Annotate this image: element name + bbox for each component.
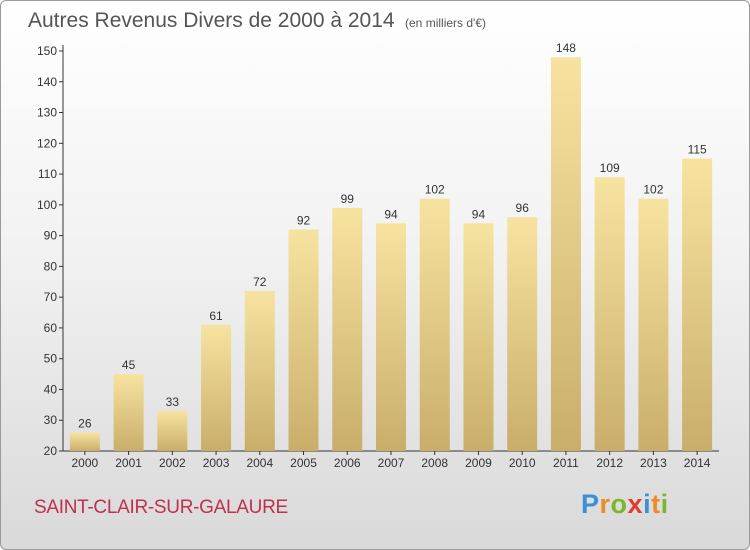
data-label: 148 — [556, 41, 576, 55]
data-label: 96 — [516, 201, 530, 215]
data-label: 109 — [600, 161, 620, 175]
data-label: 102 — [643, 183, 663, 197]
bar-2011 — [550, 57, 581, 452]
y-tick-label: 110 — [38, 167, 57, 181]
bar-2003 — [201, 324, 232, 451]
x-tick-label: 2005 — [290, 456, 317, 470]
data-label: 92 — [297, 213, 311, 227]
y-tick-label: 140 — [37, 75, 57, 89]
proxiti-logo[interactable]: Proxiti — [581, 489, 669, 520]
bar-2007 — [376, 223, 406, 451]
y-tick-label: 90 — [44, 229, 58, 243]
data-label: 33 — [166, 395, 180, 409]
bar-2012 — [594, 177, 625, 451]
logo-letter: i — [643, 489, 652, 519]
y-tick-label: 60 — [44, 321, 58, 335]
x-tick-label: 2000 — [72, 456, 99, 470]
x-tick-label: 2008 — [421, 456, 448, 470]
bar-2005 — [288, 229, 319, 451]
x-tick-label: 2001 — [115, 456, 142, 470]
bar-2002 — [157, 411, 188, 451]
title-row: Autres Revenus Divers de 2000 à 2014 (en… — [28, 9, 486, 33]
y-tick-label: 100 — [37, 198, 57, 212]
data-label: 115 — [688, 143, 707, 157]
chart-subtitle: (en milliers d'€) — [405, 16, 486, 30]
y-tick-label: 150 — [37, 44, 57, 58]
data-label: 61 — [209, 309, 223, 323]
logo-letter: o — [610, 489, 628, 519]
y-tick-label: 80 — [44, 259, 58, 273]
data-label: 94 — [384, 207, 398, 221]
y-tick-label: 30 — [44, 413, 58, 427]
y-tick-label: 130 — [37, 106, 57, 120]
bar-2006 — [332, 207, 363, 451]
logo-letter: x — [627, 489, 644, 519]
x-tick-label: 2010 — [509, 456, 536, 470]
data-label: 102 — [425, 183, 445, 197]
bar-2009 — [463, 223, 494, 451]
y-axis: 20 30 40 50 60 70 80 90 100 110 120 130 140 150 — [37, 44, 64, 458]
bar-2004 — [244, 291, 275, 451]
data-label: 99 — [341, 192, 355, 206]
x-tick-label: 2011 — [553, 456, 579, 470]
x-tick-label: 2004 — [246, 456, 273, 470]
y-tick-label: 70 — [44, 290, 58, 304]
y-tick-label: 20 — [44, 444, 58, 458]
x-tick-label: 2003 — [203, 456, 230, 470]
x-axis: 2000 2001 2002 2003 2004 2005 2006 2007 2008 2009… — [63, 450, 719, 470]
y-tick-label: 120 — [37, 136, 57, 150]
data-label: 26 — [78, 417, 92, 431]
bar-2010 — [507, 217, 538, 451]
x-tick-label: 2012 — [596, 456, 623, 470]
commune-name: SAINT-CLAIR-SUR-GALAURE — [34, 497, 288, 518]
logo-letter: P — [581, 489, 600, 519]
bars — [69, 57, 713, 452]
bar-2000 — [69, 432, 100, 451]
y-tick-label: 40 — [44, 382, 58, 396]
x-tick-label: 2009 — [465, 456, 492, 470]
data-labels: 26 45 33 61 72 92 99 94 102 94 96 148 109 102 115 — [78, 41, 707, 430]
data-label: 72 — [253, 275, 267, 289]
x-tick-label: 2013 — [640, 456, 667, 470]
chart-title: Autres Revenus Divers de 2000 à 2014 — [28, 9, 395, 32]
x-tick-label: 2006 — [334, 456, 361, 470]
x-tick-label: 2014 — [684, 456, 711, 470]
bar-2008 — [419, 198, 450, 451]
bar-2001 — [113, 374, 144, 451]
x-tick-label: 2002 — [159, 456, 186, 470]
y-tick-label: 50 — [44, 352, 58, 366]
bar-2014 — [682, 158, 713, 451]
data-label: 94 — [472, 207, 486, 221]
logo-letter: r — [599, 489, 611, 519]
logo-letter: t — [651, 489, 661, 519]
logo-letter: i — [660, 489, 669, 519]
bar-2013 — [638, 198, 669, 451]
data-label: 45 — [122, 358, 136, 372]
x-tick-label: 2007 — [378, 456, 405, 470]
